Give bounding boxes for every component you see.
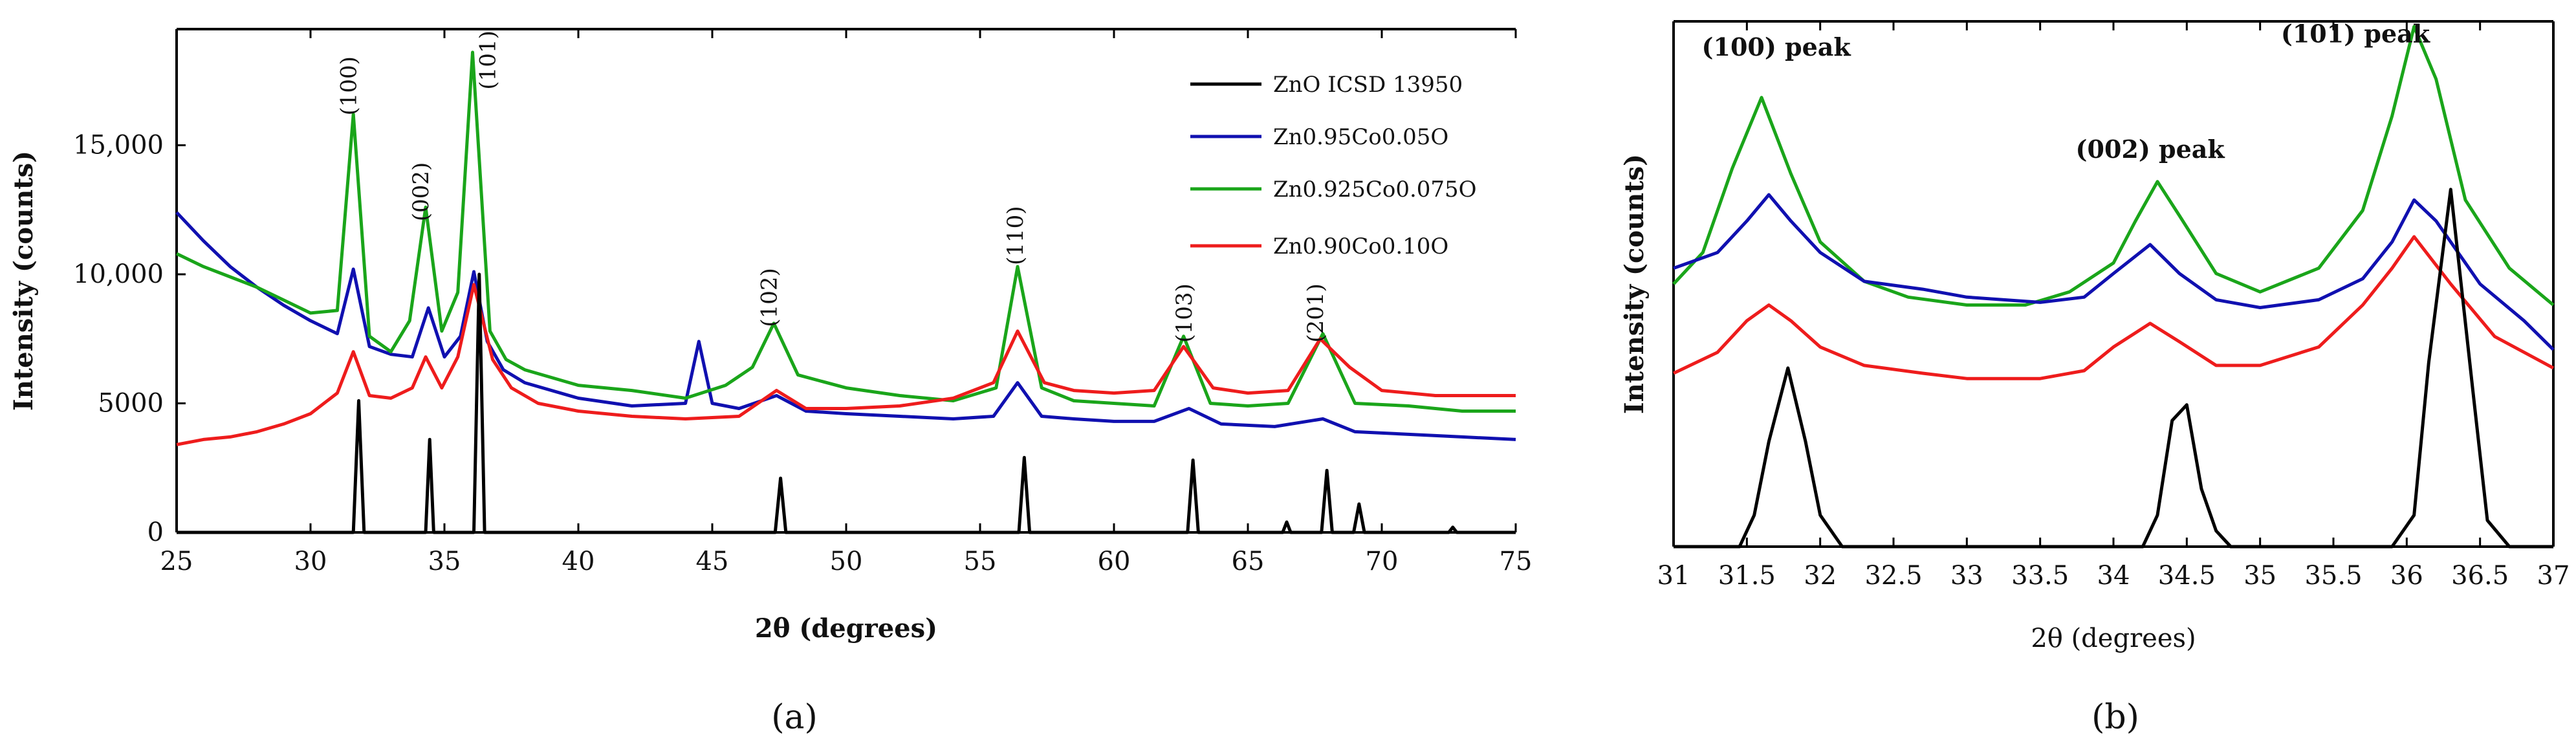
- panel-a-x-tick-label-70: 70: [1366, 547, 1399, 576]
- panel-a-x-tick-label-65: 65: [1232, 547, 1265, 576]
- panel-a-y-tick-label-10000: 10,000: [73, 259, 164, 289]
- panel-b-x-tick-label-32: 32: [1804, 561, 1837, 591]
- panel-a-x-tick-label-30: 30: [294, 547, 327, 576]
- panel-a-x-axis-label: 2θ (degrees): [755, 613, 937, 644]
- panel-b-chart: 31 31.5 32 32.5 33 33.5 34 34.5 35 35.5 36 36.5 37 (…: [1619, 19, 2570, 653]
- panel-b-x-tick-label-33: 33: [1950, 561, 1983, 591]
- panel-a-annotation-100: (100): [336, 56, 362, 115]
- panel-b-y-axis-label: Intensity (counts): [1619, 154, 1650, 414]
- panel-b-x-axis-label: 2θ (degrees): [2031, 624, 2196, 653]
- panel-a-annotation-102: (102): [756, 268, 782, 327]
- legend-label-co0075: Zn0.925Co0.075O: [1273, 177, 1477, 202]
- panel-a-y-tick-label-0: 0: [147, 518, 164, 547]
- panel-b-x-tick-label-35-5: 35.5: [2304, 561, 2362, 591]
- panel-b-annotation-100-peak: (100) peak: [1702, 32, 1851, 61]
- panel-a-annotation-110: (110): [1003, 206, 1029, 265]
- panel-b-x-tick-label-31-5: 31.5: [1718, 561, 1776, 591]
- panel-a-x-tick-label-25: 25: [160, 547, 193, 576]
- panel-a-x-tick-label-40: 40: [562, 547, 595, 576]
- panel-a-x-tick-label-75: 75: [1500, 547, 1533, 576]
- panel-a-series-zn0-925co0-075o: [175, 50, 1516, 413]
- panel-b-annotation-002-peak: (002) peak: [2076, 135, 2225, 164]
- panel-a-series-zn0-95co0-05o: [175, 211, 1516, 441]
- panel-a-y-tick-label-15000: 15,000: [73, 131, 164, 160]
- panel-a-annotation-103: (103): [1172, 283, 1197, 342]
- panel-a-y-axis-label: Intensity (counts): [8, 151, 39, 411]
- panel-a-x-tick-label-50: 50: [830, 547, 863, 576]
- panel-b-annotation-101-peak: (101) peak: [2281, 19, 2430, 48]
- panel-a-series-zn0-90co0-10o: [176, 283, 1516, 446]
- panel-a-annotation-002: (002): [408, 162, 434, 221]
- panel-a-y-tick-label-5000: 5000: [98, 389, 164, 419]
- panel-b-x-tick-label-32-5: 32.5: [1864, 561, 1922, 591]
- panel-a-chart: 25 30 35 40 45 50 55 60 65 70 750500010,00015,000 …: [8, 28, 1533, 644]
- legend-label-co005: Zn0.95Co0.05O: [1273, 124, 1448, 150]
- panel-b-x-tick-label-34: 34: [2097, 561, 2130, 591]
- panel-b-x-tick-label-36-5: 36.5: [2451, 561, 2509, 591]
- panel-b-x-tick-label-36: 36: [2390, 561, 2423, 591]
- panel-b-series-zn0-95co0-05o: [1673, 193, 2555, 351]
- panel-b-x-tick-label-37: 37: [2537, 561, 2570, 591]
- panel-b-series-zn0-90co0-10o: [1672, 235, 2555, 380]
- panel-a-legend: ZnO ICSD 13950 Zn0.95Co0.05O Zn0.925Co0.…: [1190, 72, 1477, 259]
- panel-a-series-zno-icsd-13950: [177, 272, 1516, 534]
- panel-a-x-tick-label-60: 60: [1098, 547, 1131, 576]
- panel-a-x-tick-label-45: 45: [696, 547, 729, 576]
- legend-label-co010: Zn0.90Co0.10O: [1273, 234, 1448, 259]
- panel-b-x-tick-label-33-5: 33.5: [2011, 561, 2069, 591]
- panel-a-x-tick-label-35: 35: [428, 547, 461, 576]
- panel-label-a: (a): [771, 698, 818, 737]
- panel-a-x-tick-label-55: 55: [964, 547, 997, 576]
- panel-b-x-tick-label-34-5: 34.5: [2158, 561, 2216, 591]
- panel-b-series-zn0-925co0-075o: [1672, 25, 2555, 307]
- panel-b-x-tick-label-35: 35: [2243, 561, 2276, 591]
- legend-label-zno: ZnO ICSD 13950: [1273, 72, 1463, 98]
- panel-b-series-zno-icsd-13950: [1674, 188, 2553, 549]
- panel-label-b: (b): [2091, 698, 2139, 737]
- panel-a-annotation-201: (201): [1303, 283, 1329, 342]
- panel-b-x-tick-label-31: 31: [1657, 561, 1690, 591]
- panel-a-annotation-101: (101): [475, 30, 501, 89]
